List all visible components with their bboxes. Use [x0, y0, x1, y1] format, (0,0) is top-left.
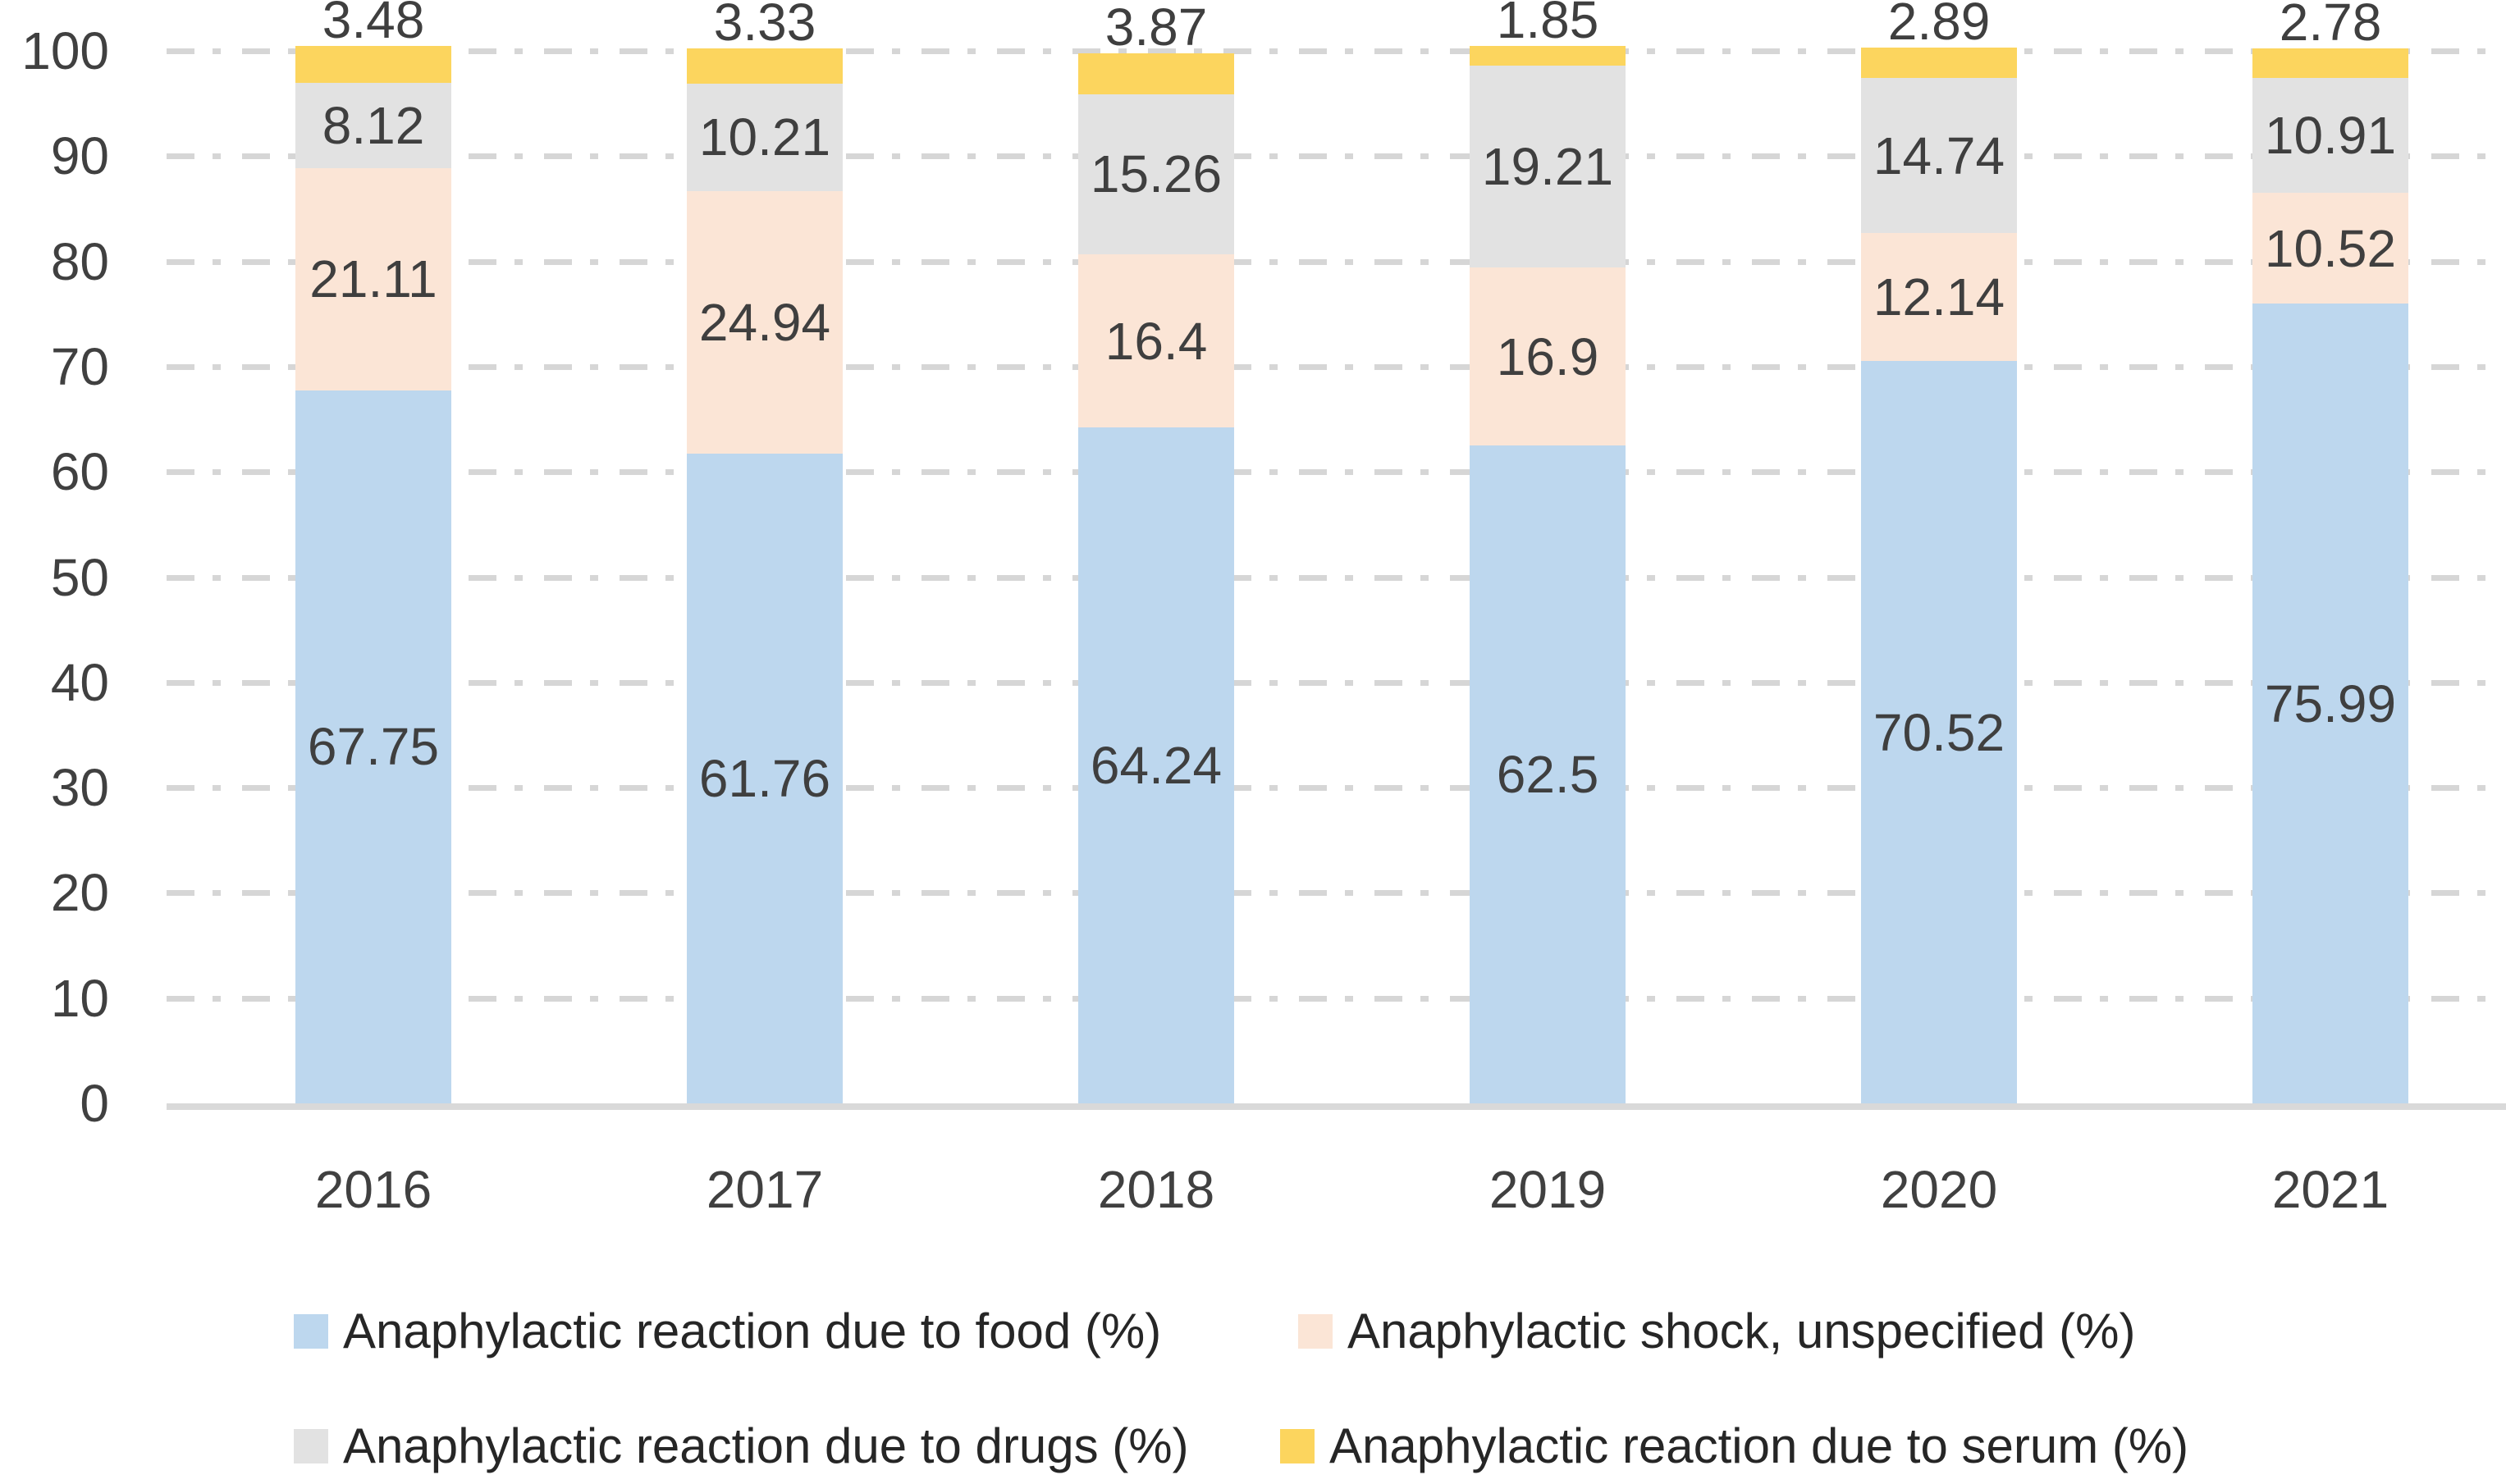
- y-gridline-60: [167, 469, 2506, 476]
- y-axis-tick-label-30: 30: [50, 758, 109, 818]
- bar-value-label-serum-2016: 3.48: [322, 0, 425, 50]
- bar-segment-food-2019: [1470, 445, 1626, 1103]
- y-axis-tick-label-50: 50: [50, 547, 109, 607]
- bar-segment-drugs-2021: [2252, 78, 2408, 194]
- y-axis-tick-label-70: 70: [50, 336, 109, 396]
- y-axis-tick-label-40: 40: [50, 652, 109, 712]
- bar-segment-shock-2020: [1861, 233, 2017, 362]
- legend-label-shock: Anaphylactic shock, unspecified (%): [1347, 1304, 2136, 1358]
- x-axis-label-2021: 2021: [2271, 1160, 2389, 1219]
- bar-value-label-drugs-2018: 15.26: [1090, 144, 1223, 204]
- bar-value-label-drugs-2021: 10.91: [2264, 106, 2397, 166]
- bar-segment-shock-2017: [687, 190, 843, 454]
- y-gridline-80: [167, 258, 2506, 265]
- legend-item-food: Anaphylactic reaction due to food (%): [294, 1304, 1161, 1358]
- bar-value-label-serum-2018: 3.87: [1104, 0, 1208, 57]
- bar-value-label-drugs-2017: 10.21: [698, 107, 831, 167]
- bar-segment-food-2021: [2252, 304, 2408, 1103]
- bar-segment-serum-2018: [1078, 53, 1234, 94]
- y-gridline-50: [167, 574, 2506, 581]
- x-axis-label-2017: 2017: [706, 1160, 824, 1219]
- legend-label-serum: Anaphylactic reaction due to serum (%): [1329, 1418, 2189, 1473]
- bar-value-label-shock-2021: 10.52: [2264, 218, 2397, 278]
- y-axis-tick-label-0: 0: [80, 1074, 109, 1133]
- x-axis-label-2016: 2016: [314, 1160, 432, 1219]
- bar-value-label-shock-2016: 21.11: [309, 249, 437, 309]
- bar-segment-shock-2018: [1078, 254, 1234, 427]
- legend-swatch-serum-icon: [1280, 1429, 1315, 1463]
- legend-swatch-drugs-icon: [294, 1429, 328, 1463]
- y-gridline-90: [167, 153, 2506, 160]
- bar-value-label-drugs-2020: 14.74: [1873, 126, 2005, 185]
- bar-value-label-serum-2019: 1.85: [1496, 0, 1599, 50]
- x-axis-line: [167, 1103, 2506, 1110]
- legend-item-serum: Anaphylactic reaction due to serum (%): [1280, 1419, 2188, 1473]
- bar-segment-food-2017: [687, 453, 843, 1103]
- bar-value-label-shock-2017: 24.94: [698, 292, 831, 352]
- y-axis-tick-label-80: 80: [50, 231, 109, 291]
- legend-item-shock: Anaphylactic shock, unspecified (%): [1298, 1304, 2135, 1358]
- x-axis-label-2020: 2020: [1880, 1160, 1998, 1219]
- bar-value-label-shock-2018: 16.4: [1104, 311, 1208, 371]
- bar-value-label-food-2020: 70.52: [1873, 702, 2005, 762]
- legend-swatch-food-icon: [294, 1314, 328, 1349]
- bar-segment-shock-2019: [1470, 267, 1626, 446]
- y-gridline-10: [167, 995, 2506, 1002]
- bar-segment-serum-2019: [1470, 46, 1626, 66]
- bar-segment-drugs-2017: [687, 83, 843, 191]
- bar-segment-food-2018: [1078, 427, 1234, 1103]
- legend-swatch-shock-icon: [1298, 1314, 1333, 1349]
- bar-value-label-drugs-2016: 8.12: [322, 95, 425, 155]
- bar-segment-drugs-2019: [1470, 65, 1626, 268]
- legend-item-drugs: Anaphylactic reaction due to drugs (%): [294, 1419, 1189, 1473]
- bar-value-label-food-2019: 62.5: [1496, 745, 1599, 805]
- y-gridline-20: [167, 890, 2506, 897]
- y-gridline-40: [167, 679, 2506, 686]
- bar-value-label-drugs-2019: 19.21: [1481, 137, 1614, 197]
- bar-segment-serum-2016: [295, 46, 451, 83]
- bar-value-label-food-2021: 75.99: [2264, 674, 2397, 733]
- bar-segment-drugs-2020: [1861, 78, 2017, 234]
- bar-value-label-serum-2021: 2.78: [2279, 0, 2382, 53]
- legend-label-drugs: Anaphylactic reaction due to drugs (%): [343, 1418, 1189, 1473]
- bar-segment-food-2016: [295, 390, 451, 1103]
- y-gridline-30: [167, 785, 2506, 792]
- bar-segment-serum-2021: [2252, 48, 2408, 79]
- bar-segment-shock-2021: [2252, 193, 2408, 304]
- x-axis-label-2018: 2018: [1097, 1160, 1215, 1219]
- legend-label-food: Anaphylactic reaction due to food (%): [343, 1304, 1162, 1358]
- bar-segment-shock-2016: [295, 167, 451, 390]
- x-axis-label-2019: 2019: [1489, 1160, 1607, 1219]
- bar-value-label-serum-2017: 3.33: [713, 0, 816, 52]
- y-axis-tick-label-20: 20: [50, 863, 109, 923]
- bar-value-label-serum-2020: 2.89: [1887, 0, 1991, 52]
- y-gridline-100: [167, 48, 2506, 54]
- bar-segment-food-2020: [1861, 361, 2017, 1103]
- bar-value-label-shock-2019: 16.9: [1496, 326, 1599, 386]
- y-axis-tick-label-60: 60: [50, 442, 109, 502]
- y-axis-tick-label-10: 10: [50, 968, 109, 1028]
- y-axis-tick-label-90: 90: [50, 126, 109, 186]
- bar-segment-drugs-2016: [295, 82, 451, 168]
- bar-value-label-food-2016: 67.75: [307, 717, 440, 777]
- bar-value-label-food-2017: 61.76: [698, 748, 831, 808]
- bar-segment-serum-2020: [1861, 48, 2017, 79]
- y-gridline-70: [167, 363, 2506, 370]
- bar-value-label-shock-2020: 12.14: [1873, 267, 2005, 327]
- y-axis-tick-label-100: 100: [21, 21, 109, 80]
- bar-segment-drugs-2018: [1078, 94, 1234, 255]
- bar-value-label-food-2018: 64.24: [1090, 735, 1223, 795]
- bar-segment-serum-2017: [687, 48, 843, 84]
